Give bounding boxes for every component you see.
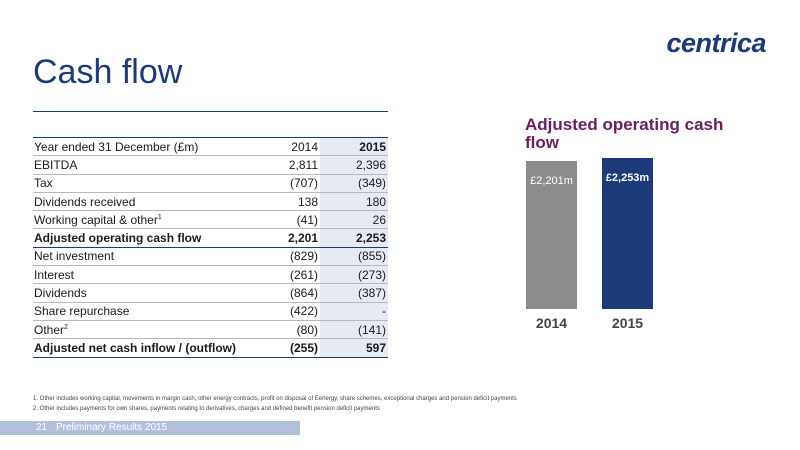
value-2014: (255) (262, 338, 320, 358)
table-row: Share repurchase (422) - (33, 302, 388, 321)
footnote-ref: 1 (157, 213, 162, 221)
bar-2015 (602, 158, 653, 309)
table-header-row: Year ended 31 December (£m) 2014 2015 (33, 136, 388, 157)
value-2014: (864) (262, 283, 320, 303)
table-row: Adjusted net cash inflow / (outflow) (255… (33, 338, 388, 358)
row-label: EBITDA (33, 155, 262, 175)
page-title: Cash flow (33, 53, 183, 91)
title-divider (33, 111, 388, 112)
bar-2014 (526, 161, 577, 309)
table-row: Dividends (864) (387) (33, 283, 388, 303)
bar-category-label: 2015 (611, 315, 644, 331)
value-2014: (41) (262, 210, 320, 230)
value-2014: (80) (262, 320, 320, 340)
row-label: Dividends (33, 283, 262, 303)
value-2015: 26 (320, 210, 388, 230)
value-2015: - (320, 302, 388, 321)
bar-category-label: 2014 (535, 315, 568, 331)
value-2015: 2,396 (320, 155, 388, 175)
table-row: Tax (707) (349) (33, 174, 388, 193)
row-label: Share repurchase (33, 302, 262, 321)
bar-value-label: £2,253m (605, 172, 650, 184)
value-2014: (829) (262, 247, 320, 267)
row-label: Dividends received (33, 192, 262, 212)
table-row: Interest (261) (273) (33, 265, 388, 285)
row-label: Net investment (33, 247, 262, 267)
row-label: Tax (33, 174, 262, 193)
table-row: Adjusted operating cash flow 2,201 2,253 (33, 228, 388, 248)
value-2014: 2,811 (262, 155, 320, 175)
value-2015: (273) (320, 265, 388, 285)
value-2014: 2,201 (262, 228, 320, 248)
cash-flow-table: Year ended 31 December (£m) 2014 2015 EB… (33, 136, 388, 358)
header-2015: 2015 (320, 136, 388, 157)
header-label: Year ended 31 December (£m) (33, 136, 262, 157)
row-label: Adjusted net cash inflow / (outflow) (33, 338, 262, 358)
value-2015: 597 (320, 338, 388, 358)
footer-bar: 21 Preliminary Results 2015 (0, 421, 300, 435)
value-2014: 138 (262, 192, 320, 212)
bar-value-label: £2,201m (530, 175, 573, 187)
value-2015: (855) (320, 247, 388, 267)
footer-text: Preliminary Results 2015 (56, 422, 168, 433)
row-label: Adjusted operating cash flow (33, 228, 262, 248)
value-2014: (707) (262, 174, 320, 193)
table-row: EBITDA 2,811 2,396 (33, 155, 388, 175)
table-row: Working capital & other1 (41) 26 (33, 210, 388, 230)
page-number: 21 (36, 422, 48, 433)
value-2015: (387) (320, 283, 388, 303)
value-2014: (422) (262, 302, 320, 321)
footnote-ref: 2 (64, 323, 68, 331)
chart-title: Adjusted operating cash flow (525, 115, 724, 152)
table-row: Other2 (80) (141) (33, 320, 388, 340)
value-2015: 180 (320, 192, 388, 212)
value-2015: (141) (320, 320, 388, 340)
row-label: Other2 (33, 320, 262, 340)
centrica-logo: centrica (666, 28, 766, 58)
footnote-1: 1. Other includes working capital, movem… (33, 396, 517, 402)
value-2014: (261) (262, 265, 320, 285)
footnote-2: 2. Other includes payments for own share… (33, 406, 380, 412)
value-2015: (349) (320, 174, 388, 193)
row-label: Interest (33, 265, 262, 285)
table-row: Dividends received 138 180 (33, 192, 388, 212)
header-2014: 2014 (262, 136, 320, 157)
table-row: Net investment (829) (855) (33, 247, 388, 267)
row-label: Working capital & other1 (33, 210, 262, 230)
value-2015: 2,253 (320, 228, 388, 248)
